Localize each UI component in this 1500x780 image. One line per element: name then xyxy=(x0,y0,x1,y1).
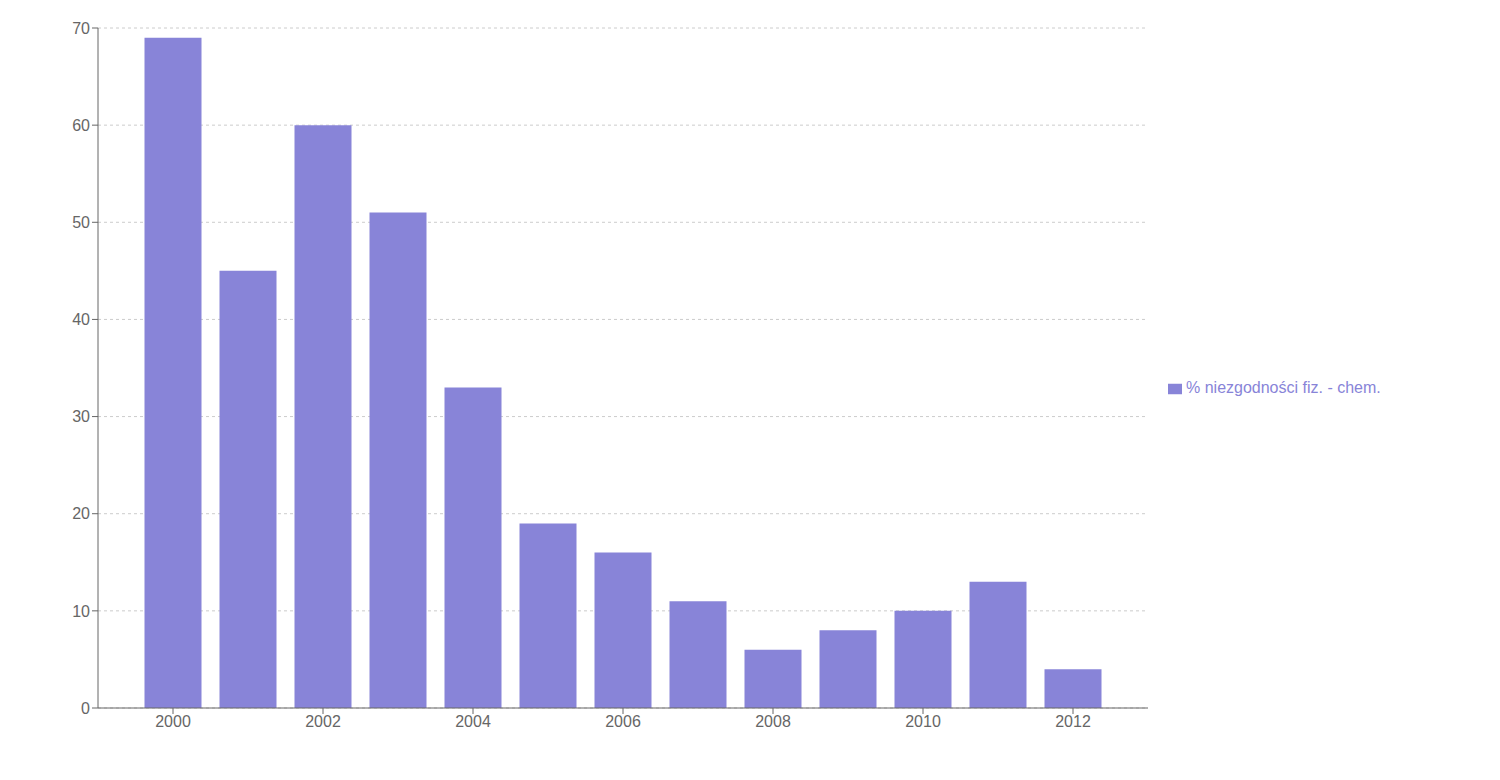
html-text:% niezgodności fiz. - chem.: % niezgodności fiz. - chem. xyxy=(1186,379,1381,396)
svg-text:20: 20 xyxy=(72,505,90,522)
svg-text:60: 60 xyxy=(72,117,90,134)
svg-text:2006: 2006 xyxy=(605,713,641,730)
svg-text:40: 40 xyxy=(72,311,90,328)
svg-text:2008: 2008 xyxy=(755,713,791,730)
svg-text:2004: 2004 xyxy=(455,713,491,730)
svg-text:10: 10 xyxy=(72,603,90,620)
svg-text:30: 30 xyxy=(72,408,90,425)
svg-text:2010: 2010 xyxy=(905,713,941,730)
svg-text:2000: 2000 xyxy=(155,713,191,730)
svg-text:70: 70 xyxy=(72,20,90,37)
svg-text:0: 0 xyxy=(81,700,90,717)
svg-text:2002: 2002 xyxy=(305,713,341,730)
svg-text:50: 50 xyxy=(72,214,90,231)
svg-text:2012: 2012 xyxy=(1055,713,1091,730)
